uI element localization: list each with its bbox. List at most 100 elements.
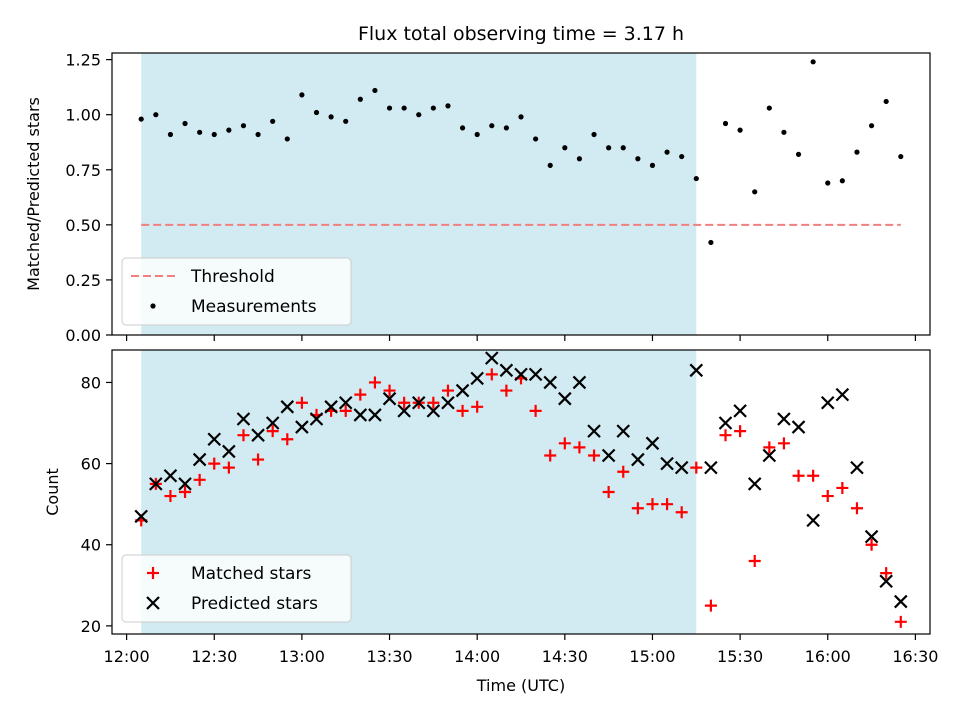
x-tick-label: 15:30	[717, 647, 763, 666]
measurement-point	[503, 125, 509, 131]
predicted-star-point	[777, 412, 791, 426]
predicted-star-point	[251, 428, 265, 442]
y-tick-label: 1.00	[65, 106, 101, 125]
predicted-stars-legend-label: Predicted stars	[191, 594, 318, 614]
matched-star-point	[675, 506, 688, 519]
matched-star-point	[646, 498, 659, 511]
predicted-star-point	[543, 375, 557, 390]
measurement-point	[240, 123, 247, 129]
matched-star-point	[339, 404, 352, 417]
matched-star-point	[792, 469, 805, 482]
predicted-stars-points	[134, 351, 908, 609]
matched-star-point	[208, 457, 221, 470]
predicted-star-point	[747, 477, 762, 491]
matched-star-point	[179, 486, 192, 498]
matched-star-point	[602, 486, 615, 498]
matched-star-point	[164, 490, 177, 503]
predicted-star-point	[879, 574, 893, 589]
measurement-point	[226, 127, 232, 133]
matched-star-point	[529, 404, 542, 417]
matched-star-point	[588, 449, 601, 462]
top-y-axis: 0.00 0.25 0.50 0.75 1.00 1.25	[65, 51, 112, 345]
measurement-point	[562, 145, 568, 151]
predicted-star-point	[236, 412, 251, 426]
predicted-star-point	[820, 395, 835, 410]
predicted-star-point	[470, 371, 484, 386]
measurement-point	[868, 123, 875, 129]
measurement-point	[781, 129, 787, 135]
matched-star-point	[821, 490, 834, 503]
predicted-star-point	[762, 448, 777, 463]
measurement-point	[138, 116, 144, 122]
measurement-point	[795, 151, 802, 157]
matched-star-point	[427, 396, 440, 409]
matched-star-point	[617, 465, 630, 478]
predicted-star-point	[864, 529, 879, 544]
y-tick-label: 0.25	[65, 271, 101, 290]
measurement-point	[766, 105, 772, 111]
measurement-point	[372, 87, 378, 94]
bottom-legend: Matched stars Predicted stars	[121, 554, 352, 623]
matched-star-point	[558, 437, 571, 450]
measurement-point	[459, 125, 466, 131]
measurement-point	[270, 118, 276, 124]
measurement-point	[810, 59, 816, 65]
x-tick-label: 14:00	[454, 647, 500, 666]
measurement-point	[284, 136, 290, 142]
matched-stars-legend-label: Matched stars	[191, 564, 311, 584]
legend-box	[121, 257, 352, 326]
matched-star-point	[471, 400, 484, 413]
predicted-star-point	[587, 424, 601, 438]
predicted-star-point	[689, 363, 704, 378]
predicted-star-point	[178, 477, 192, 491]
x-tick-label: 12:30	[191, 647, 237, 666]
matched-star-point	[193, 473, 206, 486]
matched-star-point	[237, 429, 250, 442]
predicted-star-point	[528, 367, 543, 382]
predicted-star-point	[704, 460, 718, 475]
threshold-legend-label: Threshold	[190, 267, 275, 287]
y-tick-label: 20	[81, 617, 101, 636]
measurement-point	[722, 120, 729, 127]
predicted-star-point	[485, 351, 499, 365]
matched-star-point	[807, 469, 820, 482]
measurement-point	[547, 162, 553, 168]
measurement-point	[591, 131, 597, 138]
y-tick-label: 0.00	[65, 326, 101, 345]
x-tick-label: 16:00	[805, 647, 851, 666]
chart-title: Flux total observing time = 3.17 h	[358, 23, 684, 45]
measurement-point	[357, 96, 363, 102]
predicted-star-point	[382, 391, 397, 406]
x-tick-label: 12:00	[104, 647, 150, 666]
matched-star-point	[368, 376, 381, 389]
measurement-point	[445, 103, 451, 109]
x-tick-label: 14:30	[542, 647, 588, 666]
predicted-star-point	[791, 420, 806, 434]
predicted-star-point	[134, 509, 148, 524]
top-y-axis-label: Matched/Predicted stars	[24, 97, 43, 291]
measurement-point	[839, 178, 845, 184]
bottom-x-axis: 12:00 12:30 13:00 13:30 14:00 14:30 15:00 15:30…	[104, 634, 938, 666]
predicted-star-point	[163, 468, 178, 483]
y-tick-label: 0.75	[65, 161, 101, 180]
matched-star-point	[398, 396, 411, 409]
measurement-point	[635, 156, 641, 162]
y-tick-label: 40	[81, 536, 101, 555]
predicted-star-point	[558, 391, 572, 406]
predicted-star-point	[514, 367, 528, 382]
predicted-star-point	[353, 408, 368, 422]
matched-star-point	[836, 481, 849, 494]
measurement-point	[708, 239, 714, 246]
measurement-point	[533, 136, 539, 142]
measurements-legend-label: Measurements	[191, 297, 317, 317]
top-legend: Threshold Measurements	[121, 257, 352, 326]
x-axis-label: Time (UTC)	[476, 676, 565, 695]
matched-star-point	[704, 599, 717, 612]
measurement-point	[752, 189, 758, 195]
measurement-point	[606, 145, 612, 151]
predicted-star-point	[222, 444, 236, 459]
predicted-star-point	[806, 513, 820, 528]
measurement-point	[182, 120, 188, 127]
predicted-star-point	[455, 383, 470, 398]
